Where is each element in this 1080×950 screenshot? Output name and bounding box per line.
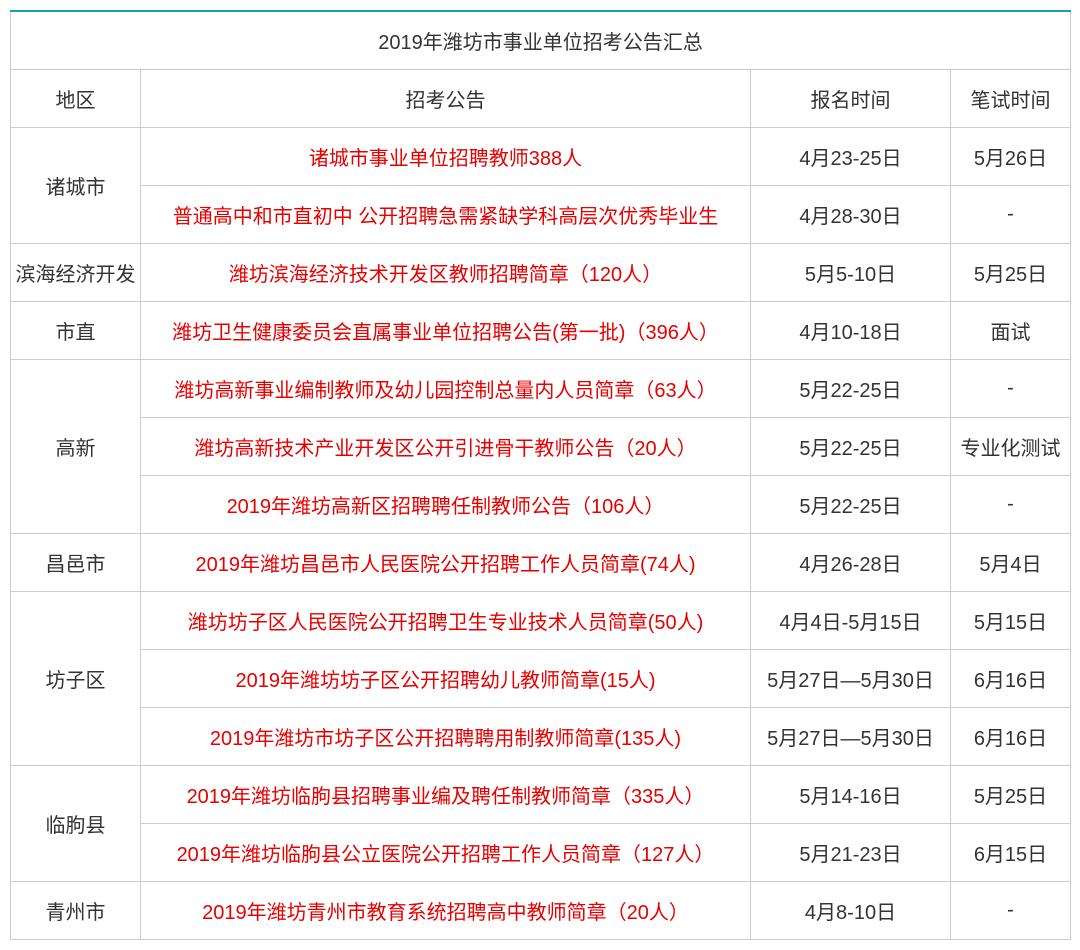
announcement-cell[interactable]: 2019年潍坊高新区招聘聘任制教师公告（106人） xyxy=(141,476,751,534)
table-row: 滨海经济开发潍坊滨海经济技术开发区教师招聘简章（120人）5月5-10日5月25… xyxy=(11,244,1071,302)
table-row: 2019年潍坊高新区招聘聘任制教师公告（106人）5月22-25日- xyxy=(11,476,1071,534)
col-header-region: 地区 xyxy=(11,70,141,128)
table-row: 昌邑市2019年潍坊昌邑市人民医院公开招聘工作人员简章(74人)4月26-28日… xyxy=(11,534,1071,592)
announcement-cell[interactable]: 潍坊滨海经济技术开发区教师招聘简章（120人） xyxy=(141,244,751,302)
announcement-cell[interactable]: 2019年潍坊昌邑市人民医院公开招聘工作人员简章(74人) xyxy=(141,534,751,592)
registration-cell: 5月27日—5月30日 xyxy=(751,708,951,766)
table-row: 普通高中和市直初中 公开招聘急需紧缺学科高层次优秀毕业生4月28-30日- xyxy=(11,186,1071,244)
exam-cell: 5月4日 xyxy=(951,534,1071,592)
registration-cell: 5月22-25日 xyxy=(751,360,951,418)
region-cell: 临朐县 xyxy=(11,766,141,882)
table-row: 临朐县2019年潍坊临朐县招聘事业编及聘任制教师简章（335人）5月14-16日… xyxy=(11,766,1071,824)
table-title: 2019年潍坊市事业单位招考公告汇总 xyxy=(11,11,1071,70)
exam-cell: 5月25日 xyxy=(951,244,1071,302)
region-cell: 市直 xyxy=(11,302,141,360)
region-cell: 坊子区 xyxy=(11,592,141,766)
exam-cell: - xyxy=(951,360,1071,418)
registration-cell: 4月26-28日 xyxy=(751,534,951,592)
table-row: 诸城市诸城市事业单位招聘教师388人4月23-25日5月26日 xyxy=(11,128,1071,186)
table-title-row: 2019年潍坊市事业单位招考公告汇总 xyxy=(11,11,1071,70)
exam-cell: 6月15日 xyxy=(951,824,1071,882)
exam-cell: 面试 xyxy=(951,302,1071,360)
exam-cell: 5月25日 xyxy=(951,766,1071,824)
announcement-cell[interactable]: 2019年潍坊青州市教育系统招聘高中教师简章（20人） xyxy=(141,882,751,940)
col-header-registration: 报名时间 xyxy=(751,70,951,128)
table-row: 高新潍坊高新事业编制教师及幼儿园控制总量内人员简章（63人）5月22-25日- xyxy=(11,360,1071,418)
announcement-cell[interactable]: 2019年潍坊坊子区公开招聘幼儿教师简章(15人) xyxy=(141,650,751,708)
table-header-row: 地区 招考公告 报名时间 笔试时间 xyxy=(11,70,1071,128)
announcement-cell[interactable]: 2019年潍坊临朐县公立医院公开招聘工作人员简章（127人） xyxy=(141,824,751,882)
region-cell: 诸城市 xyxy=(11,128,141,244)
registration-cell: 5月22-25日 xyxy=(751,418,951,476)
region-cell: 高新 xyxy=(11,360,141,534)
table-row: 市直潍坊卫生健康委员会直属事业单位招聘公告(第一批)（396人）4月10-18日… xyxy=(11,302,1071,360)
registration-cell: 5月14-16日 xyxy=(751,766,951,824)
registration-cell: 5月21-23日 xyxy=(751,824,951,882)
exam-cell: - xyxy=(951,476,1071,534)
table-row: 坊子区潍坊坊子区人民医院公开招聘卫生专业技术人员简章(50人)4月4日-5月15… xyxy=(11,592,1071,650)
table-row: 2019年潍坊市坊子区公开招聘聘用制教师简章(135人)5月27日—5月30日6… xyxy=(11,708,1071,766)
col-header-announcement: 招考公告 xyxy=(141,70,751,128)
recruitment-table: 2019年潍坊市事业单位招考公告汇总 地区 招考公告 报名时间 笔试时间 诸城市… xyxy=(10,10,1071,940)
table-row: 潍坊高新技术产业开发区公开引进骨干教师公告（20人）5月22-25日专业化测试 xyxy=(11,418,1071,476)
table-row: 2019年潍坊坊子区公开招聘幼儿教师简章(15人)5月27日—5月30日6月16… xyxy=(11,650,1071,708)
col-header-exam: 笔试时间 xyxy=(951,70,1071,128)
announcement-cell[interactable]: 潍坊坊子区人民医院公开招聘卫生专业技术人员简章(50人) xyxy=(141,592,751,650)
table-body: 2019年潍坊市事业单位招考公告汇总 地区 招考公告 报名时间 笔试时间 诸城市… xyxy=(11,11,1071,940)
announcement-cell[interactable]: 潍坊高新技术产业开发区公开引进骨干教师公告（20人） xyxy=(141,418,751,476)
announcement-cell[interactable]: 2019年潍坊市坊子区公开招聘聘用制教师简章(135人) xyxy=(141,708,751,766)
exam-cell: 5月15日 xyxy=(951,592,1071,650)
exam-cell: - xyxy=(951,186,1071,244)
table-row: 2019年潍坊临朐县公立医院公开招聘工作人员简章（127人）5月21-23日6月… xyxy=(11,824,1071,882)
exam-cell: 6月16日 xyxy=(951,708,1071,766)
registration-cell: 4月8-10日 xyxy=(751,882,951,940)
announcement-cell[interactable]: 2019年潍坊临朐县招聘事业编及聘任制教师简章（335人） xyxy=(141,766,751,824)
registration-cell: 5月22-25日 xyxy=(751,476,951,534)
announcement-cell[interactable]: 普通高中和市直初中 公开招聘急需紧缺学科高层次优秀毕业生 xyxy=(141,186,751,244)
registration-cell: 5月5-10日 xyxy=(751,244,951,302)
exam-cell: 6月16日 xyxy=(951,650,1071,708)
registration-cell: 5月27日—5月30日 xyxy=(751,650,951,708)
exam-cell: 专业化测试 xyxy=(951,418,1071,476)
registration-cell: 4月23-25日 xyxy=(751,128,951,186)
announcement-cell[interactable]: 潍坊卫生健康委员会直属事业单位招聘公告(第一批)（396人） xyxy=(141,302,751,360)
table-row: 青州市2019年潍坊青州市教育系统招聘高中教师简章（20人）4月8-10日- xyxy=(11,882,1071,940)
region-cell: 滨海经济开发 xyxy=(11,244,141,302)
registration-cell: 4月28-30日 xyxy=(751,186,951,244)
registration-cell: 4月10-18日 xyxy=(751,302,951,360)
region-cell: 青州市 xyxy=(11,882,141,940)
registration-cell: 4月4日-5月15日 xyxy=(751,592,951,650)
announcement-cell[interactable]: 潍坊高新事业编制教师及幼儿园控制总量内人员简章（63人） xyxy=(141,360,751,418)
exam-cell: - xyxy=(951,882,1071,940)
exam-cell: 5月26日 xyxy=(951,128,1071,186)
announcement-cell[interactable]: 诸城市事业单位招聘教师388人 xyxy=(141,128,751,186)
region-cell: 昌邑市 xyxy=(11,534,141,592)
